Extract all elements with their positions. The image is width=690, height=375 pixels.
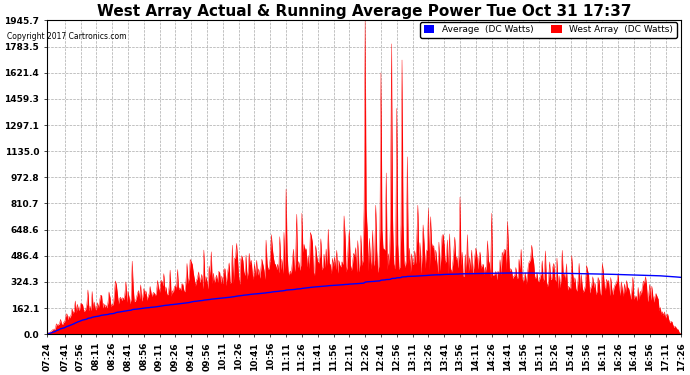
Title: West Array Actual & Running Average Power Tue Oct 31 17:37: West Array Actual & Running Average Powe… (97, 4, 631, 19)
Text: Copyright 2017 Cartronics.com: Copyright 2017 Cartronics.com (7, 32, 126, 41)
Legend: Average  (DC Watts), West Array  (DC Watts): Average (DC Watts), West Array (DC Watts… (420, 22, 677, 38)
